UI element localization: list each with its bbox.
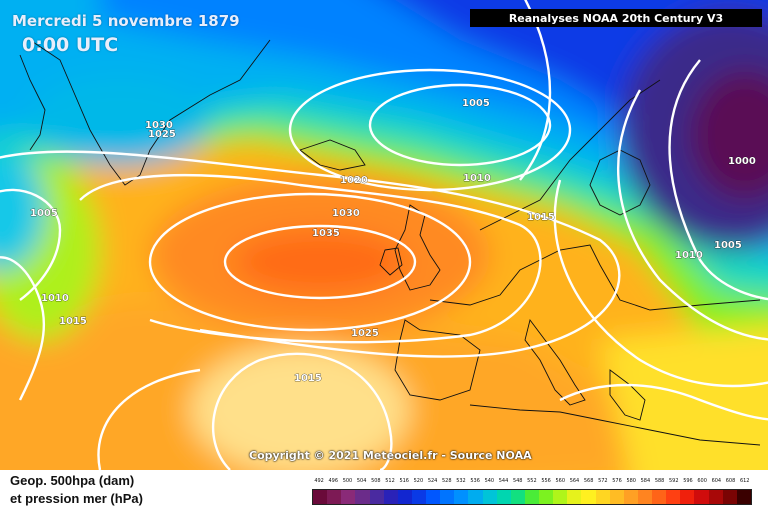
scale-swatch [397,490,412,504]
isobar-label: 1010 [41,293,69,304]
scale-value: 568 [583,478,594,484]
scale-swatch [609,490,624,504]
scale-value: 608 [725,478,736,484]
scale-swatch [567,490,582,504]
isobar-label: 1005 [714,240,742,251]
scale-value: 520 [413,478,424,484]
scale-swatch [313,490,328,504]
scale-swatch [666,490,681,504]
source-banner: Reanalyses NOAA 20th Century V3 [470,9,762,27]
scale-value: 564 [569,478,580,484]
scale-value: 544 [498,478,509,484]
isobar-label: 1010 [675,250,703,261]
isobar-label: 1005 [30,208,58,219]
scale-swatch [426,490,441,504]
weather-map: 1030 1025 1005 1020 1010 1005 1030 1035 … [0,0,768,470]
isobar-label: 1020 [340,175,368,186]
scale-value: 560 [555,478,566,484]
scale-value: 552 [527,478,537,484]
scale-value: 548 [512,478,523,484]
scale-value: 504 [356,478,367,484]
scale-swatch [581,490,596,504]
isobar-label: 1000 [728,156,756,167]
legend-footer: Geop. 500hpa (dam) et pression mer (hPa)… [0,470,768,512]
isobar-label: 1010 [463,173,491,184]
scale-value: 500 [342,478,353,484]
scale-value: 532 [456,478,466,484]
scale-swatch [369,490,384,504]
scale-value: 604 [711,478,722,484]
scale-swatch [327,490,342,504]
isobar-label: 1025 [148,129,176,140]
scale-swatch [454,490,469,504]
scale-swatch [383,490,398,504]
scale-swatch [510,490,525,504]
scale-swatch [722,490,737,504]
isobar-labels: 1030 1025 1005 1020 1010 1005 1030 1035 … [30,98,756,385]
scale-value: 588 [654,478,665,484]
scale-value: 612 [739,478,750,484]
scale-swatch [440,490,455,504]
isobar-label: 1025 [351,328,379,339]
isobar-label: 1005 [462,98,490,109]
scale-swatch [411,490,426,504]
scale-swatch [539,490,554,504]
isobar-label: 1030 [332,208,360,219]
scale-value: 576 [612,478,622,484]
scale-swatch [524,490,539,504]
scale-value: 516 [399,478,409,484]
scale-swatch [355,490,370,504]
scale-value: 496 [328,478,339,484]
scale-swatch [341,490,356,504]
scale-value: 540 [484,478,495,484]
scale-value: 572 [598,478,608,484]
scale-swatch [496,490,511,504]
scale-swatch [680,490,695,504]
scale-value: 580 [626,478,636,484]
scale-value: 592 [669,478,679,484]
scale-swatch [652,490,667,504]
scale-swatch [708,490,723,504]
isobar-label: 1015 [294,373,322,384]
scale-value: 584 [640,478,651,484]
color-scale-labels: 492 496 500 504 508 512 516 520 524 528 532 536 540 5… [312,478,752,488]
scale-swatch [623,490,638,504]
scale-swatch [694,490,709,504]
scale-swatch [468,490,483,504]
scale-value: 528 [442,478,452,484]
scale-value: 596 [683,478,693,484]
scale-swatch [637,490,652,504]
scale-value: 508 [371,478,381,484]
scale-swatch [595,490,610,504]
map-date: Mercredi 5 novembre 1879 [12,12,240,30]
legend-title-geopotential: Geop. 500hpa (dam) [10,473,135,488]
scale-swatch [736,490,751,504]
isobar-label: 1015 [59,316,87,327]
isobar-label: 1015 [527,212,555,223]
geopotential-field [0,0,768,470]
scale-value: 492 [314,478,324,484]
scale-value: 556 [541,478,551,484]
isobar-label: 1035 [312,228,340,239]
color-scale-bar [312,489,752,505]
scale-swatch [553,490,568,504]
scale-value: 600 [697,478,707,484]
isobar-label: 1030 [145,120,173,131]
scale-swatch [482,490,497,504]
map-time: 0:00 UTC [22,34,119,56]
scale-value: 512 [385,478,395,484]
scale-value: 536 [470,478,480,484]
coastlines [19,39,761,446]
scale-value: 524 [427,478,438,484]
copyright-text: Copyright © 2021 Meteociel.fr - Source N… [249,449,532,462]
legend-title-pressure: et pression mer (hPa) [10,491,143,506]
